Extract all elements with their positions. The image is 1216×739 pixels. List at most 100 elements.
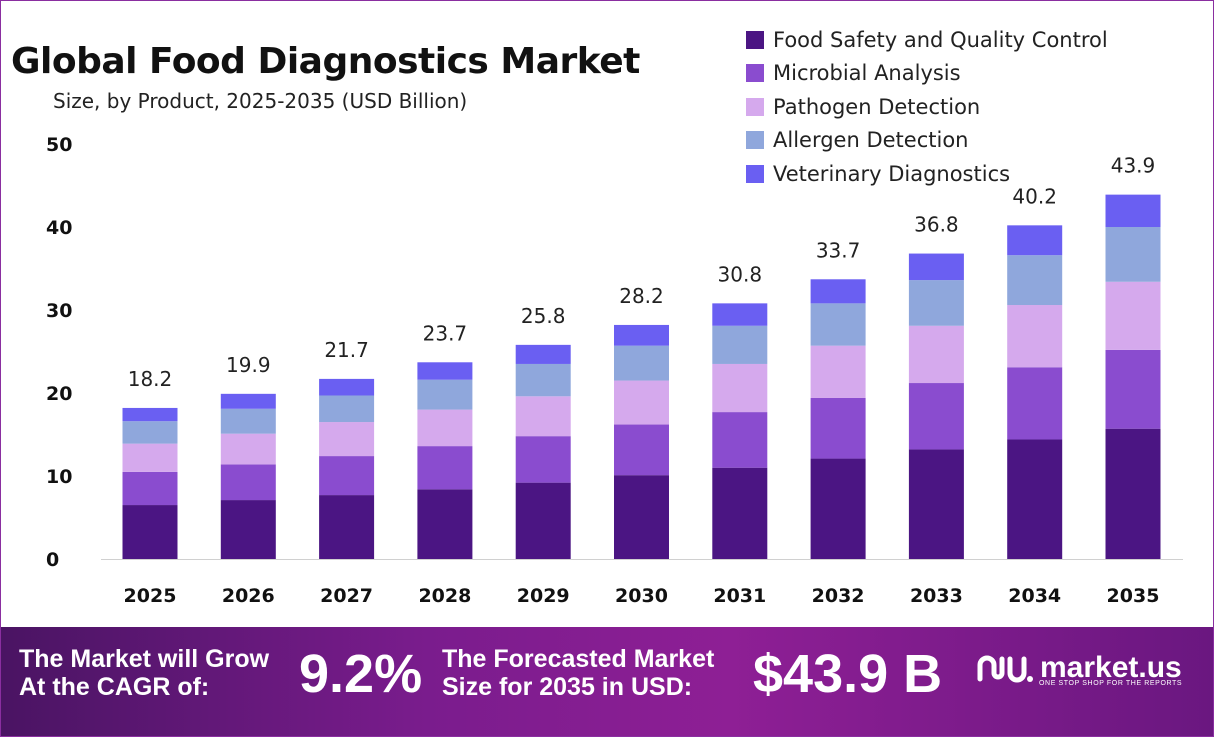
- legend-swatch: [746, 30, 764, 49]
- bar-segment: [515, 363, 571, 397]
- bar-segment: [810, 279, 866, 304]
- forecast-label: The Forecasted Market Size for 2035 in U…: [442, 645, 714, 701]
- bar-segment: [319, 456, 375, 496]
- bar-total-label: 23.7: [423, 321, 468, 345]
- chart-subtitle: Size, by Product, 2025-2035 (USD Billion…: [53, 89, 468, 113]
- bar-segment: [810, 458, 866, 559]
- bar-segment: [122, 407, 178, 422]
- y-tick-label: 0: [46, 549, 59, 571]
- bar-total-label: 30.8: [718, 262, 763, 286]
- cagr-value: 9.2%: [299, 644, 423, 704]
- legend-item: Food Safety and Quality Control: [746, 23, 1108, 57]
- x-tick-label: 2028: [418, 585, 471, 607]
- cagr-label-line1: The Market will Grow: [19, 645, 270, 673]
- bar-segment: [614, 345, 669, 381]
- bar-segment: [614, 380, 669, 425]
- bar-segment: [319, 422, 375, 457]
- bar-segment: [122, 471, 178, 506]
- bar-segment: [220, 500, 276, 559]
- forecast-label-line2: Size for 2035 in USD:: [442, 673, 693, 701]
- x-tick-label: 2029: [517, 585, 570, 607]
- x-tick-label: 2032: [812, 585, 865, 607]
- bar-segment: [1007, 255, 1063, 306]
- legend-swatch: [746, 164, 764, 183]
- bar-segment: [319, 395, 375, 423]
- x-tick-label: 2031: [713, 585, 766, 607]
- bar-segment: [1007, 367, 1063, 440]
- bar-segment: [122, 443, 178, 472]
- bar-total-label: 28.2: [619, 284, 664, 308]
- x-tick-label: 2027: [320, 585, 373, 607]
- legend-swatch: [746, 97, 764, 116]
- bar-segment: [220, 393, 276, 409]
- bar-total-label: 33.7: [816, 238, 861, 262]
- bar-segment: [712, 325, 768, 364]
- y-tick-label: 30: [46, 300, 72, 322]
- legend-label: Pathogen Detection: [773, 94, 981, 119]
- bar-segment: [1105, 227, 1161, 282]
- legend-item: Pathogen Detection: [746, 90, 1108, 124]
- x-tick-label: 2026: [222, 585, 275, 607]
- forecast-value: $43.9 B: [753, 644, 943, 704]
- bar-segment: [417, 446, 473, 490]
- x-tick-label: 2035: [1107, 585, 1160, 607]
- bar-segment: [417, 362, 473, 380]
- chart-title: Global Food Diagnostics Market: [11, 41, 640, 82]
- bar-segment: [614, 475, 669, 559]
- x-tick-label: 2030: [615, 585, 668, 607]
- bar-segment: [1105, 349, 1161, 429]
- bar-segment: [417, 489, 473, 559]
- bar-segment: [1007, 305, 1063, 368]
- legend-swatch: [746, 64, 764, 83]
- brand-tagline: ONE STOP SHOP FOR THE REPORTS: [1039, 680, 1183, 687]
- bar-segment: [614, 324, 669, 346]
- bar-segment: [712, 363, 768, 413]
- legend-swatch: [746, 131, 764, 150]
- legend-item: Microbial Analysis: [746, 57, 1108, 91]
- bar-total-label: 21.7: [324, 338, 369, 362]
- brand-name: market.us: [1040, 651, 1182, 684]
- bar-segment: [417, 409, 473, 447]
- x-tick-label: 2025: [124, 585, 177, 607]
- chart-legend: Food Safety and Quality Control Microbial…: [746, 23, 1108, 191]
- bar-segment: [220, 408, 276, 434]
- legend-label: Microbial Analysis: [773, 61, 961, 86]
- brand-logo[interactable]: market.us: [976, 651, 1182, 685]
- bar-segment: [1105, 428, 1161, 559]
- y-tick-label: 50: [46, 134, 72, 156]
- bar-total-label: 40.2: [1012, 184, 1057, 208]
- bar-segment: [1007, 225, 1063, 256]
- x-tick-label: 2034: [1008, 585, 1061, 607]
- bar-segment: [712, 467, 768, 559]
- bar-segment: [810, 397, 866, 459]
- bar-total-label: 18.2: [128, 367, 173, 391]
- bar-segment: [810, 303, 866, 346]
- bar-segment: [515, 344, 571, 364]
- legend-label: Food Safety and Quality Control: [773, 27, 1108, 52]
- bar-segment: [908, 325, 964, 384]
- bar-segment: [712, 412, 768, 468]
- bar-total-label: 36.8: [914, 213, 959, 237]
- y-tick-label: 10: [46, 466, 72, 488]
- summary-footer: The Market will Grow At the CAGR of: 9.2…: [1, 627, 1213, 736]
- stacked-bar-chart: 0102030405018.2202519.9202621.7202723.72…: [46, 134, 1183, 607]
- bar-segment: [908, 383, 964, 450]
- y-tick-label: 40: [46, 217, 72, 239]
- bar-segment: [614, 424, 669, 476]
- x-tick-label: 2033: [910, 585, 963, 607]
- bar-segment: [319, 495, 375, 559]
- bar-segment: [1007, 439, 1063, 559]
- forecast-label-line1: The Forecasted Market: [442, 645, 715, 673]
- bar-total-label: 19.9: [226, 353, 271, 377]
- bar-segment: [515, 482, 571, 559]
- legend-label: Allergen Detection: [773, 128, 969, 153]
- market-us-logo-icon: [977, 655, 1033, 683]
- legend-label: Veterinary Diagnostics: [773, 161, 1011, 186]
- legend-item: Veterinary Diagnostics: [746, 157, 1108, 191]
- bar-segment: [908, 280, 964, 326]
- bar-segment: [908, 253, 964, 281]
- bar-total-label: 25.8: [521, 304, 566, 328]
- bar-segment: [220, 433, 276, 465]
- bar-segment: [220, 464, 276, 501]
